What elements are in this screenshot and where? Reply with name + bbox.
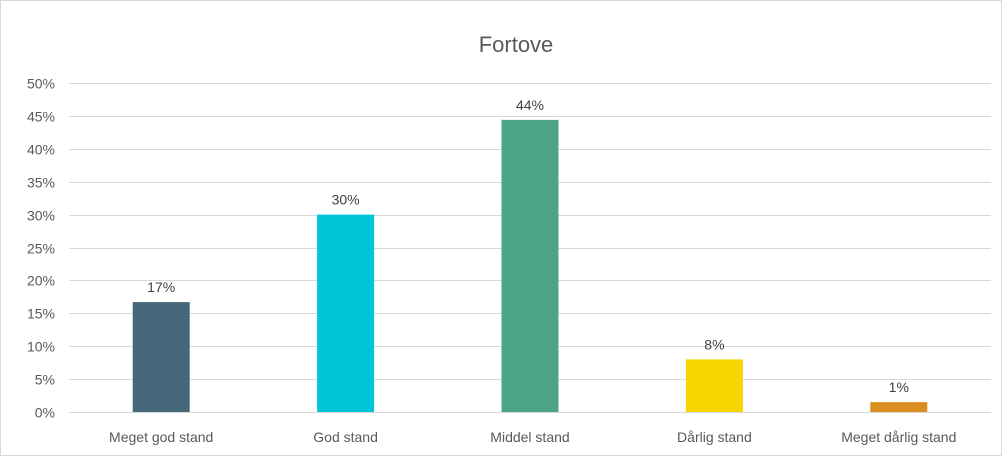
y-tick-label: 10%	[27, 339, 55, 355]
bar-data-label: 8%	[704, 336, 724, 352]
bar	[317, 214, 375, 412]
y-axis-ticks: 0% 5% 10% 15% 20% 25% 30% 35% 40% 45% 50%	[27, 76, 55, 421]
bar-data-label: 44%	[516, 97, 544, 113]
bar	[132, 302, 190, 412]
bar	[870, 402, 928, 412]
bar-data-label: 30%	[332, 192, 360, 208]
chart-title: Fortove	[479, 32, 554, 57]
bar-data-label: 17%	[147, 279, 175, 295]
y-tick-label: 40%	[27, 142, 55, 158]
x-axis-categories: Meget god stand God stand Middel stand Dårl…	[109, 429, 956, 445]
bar-data-label: 1%	[889, 379, 909, 395]
x-category-label: Meget dårlig stand	[841, 429, 956, 445]
bar	[501, 119, 559, 413]
y-tick-label: 50%	[27, 76, 55, 92]
y-tick-label: 35%	[27, 175, 55, 191]
y-tick-label: 25%	[27, 241, 55, 257]
x-category-label: Dårlig stand	[677, 429, 752, 445]
y-tick-label: 15%	[27, 306, 55, 322]
y-tick-label: 0%	[35, 405, 55, 421]
data-labels: 17% 30% 44% 8% 1%	[147, 97, 909, 395]
x-category-label: Middel stand	[490, 429, 569, 445]
bar	[685, 359, 743, 412]
y-tick-label: 30%	[27, 208, 55, 224]
bars	[132, 119, 928, 413]
x-category-label: Meget god stand	[109, 429, 213, 445]
x-category-label: God stand	[313, 429, 378, 445]
y-tick-label: 45%	[27, 109, 55, 125]
y-tick-label: 20%	[27, 273, 55, 289]
y-tick-label: 5%	[35, 372, 55, 388]
